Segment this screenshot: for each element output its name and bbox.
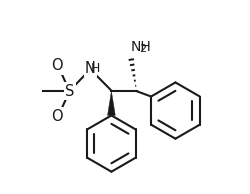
- Text: O: O: [51, 58, 62, 74]
- Text: H: H: [91, 61, 101, 75]
- Polygon shape: [108, 91, 115, 115]
- Text: 2: 2: [139, 44, 146, 54]
- Text: N: N: [85, 61, 96, 76]
- Text: NH: NH: [130, 40, 151, 54]
- Text: O: O: [51, 109, 62, 124]
- Text: S: S: [65, 84, 74, 99]
